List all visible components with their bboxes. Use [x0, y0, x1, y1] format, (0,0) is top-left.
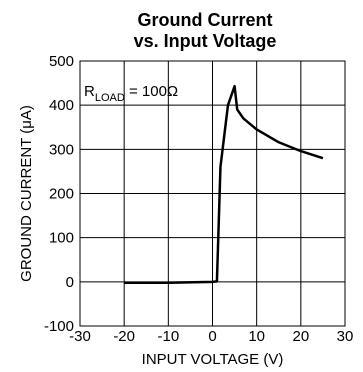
y-tick-label: 100	[49, 230, 74, 247]
x-tick-label: 30	[337, 328, 354, 345]
plot-frame	[79, 60, 346, 327]
y-tick-label: 0	[66, 274, 74, 291]
y-tick-label: 400	[49, 97, 74, 114]
annotation-prefix: R	[84, 83, 95, 100]
x-tick-label: -10	[157, 328, 179, 345]
series-line	[124, 84, 324, 284]
annotation-subscript: LOAD	[95, 92, 125, 104]
y-tick-labels: -100 0 100 200 300 400 500	[44, 53, 74, 335]
x-tick-label: 10	[248, 328, 265, 345]
x-tick-labels: -30 -20 -10 0 10 20 30	[69, 328, 353, 345]
chart-title-line2: vs. Input Voltage	[133, 31, 277, 51]
x-tick-label: -20	[113, 328, 135, 345]
y-tick-label: 200	[49, 186, 74, 203]
chart-title-line1: Ground Current	[137, 10, 273, 30]
annotation-suffix: = 100Ω	[125, 83, 178, 100]
x-tick-label: -30	[69, 328, 91, 345]
y-axis-title: GROUND CURRENT (μA)	[18, 105, 35, 282]
rload-annotation: RLOAD = 100Ω	[84, 83, 178, 104]
x-tick-label: 0	[208, 328, 216, 345]
y-tick-label: 300	[49, 141, 74, 158]
y-tick-label: 500	[49, 53, 74, 70]
y-tick-label: -100	[44, 318, 74, 335]
x-tick-label: 20	[292, 328, 309, 345]
x-axis-title: INPUT VOLTAGE (V)	[142, 351, 284, 368]
